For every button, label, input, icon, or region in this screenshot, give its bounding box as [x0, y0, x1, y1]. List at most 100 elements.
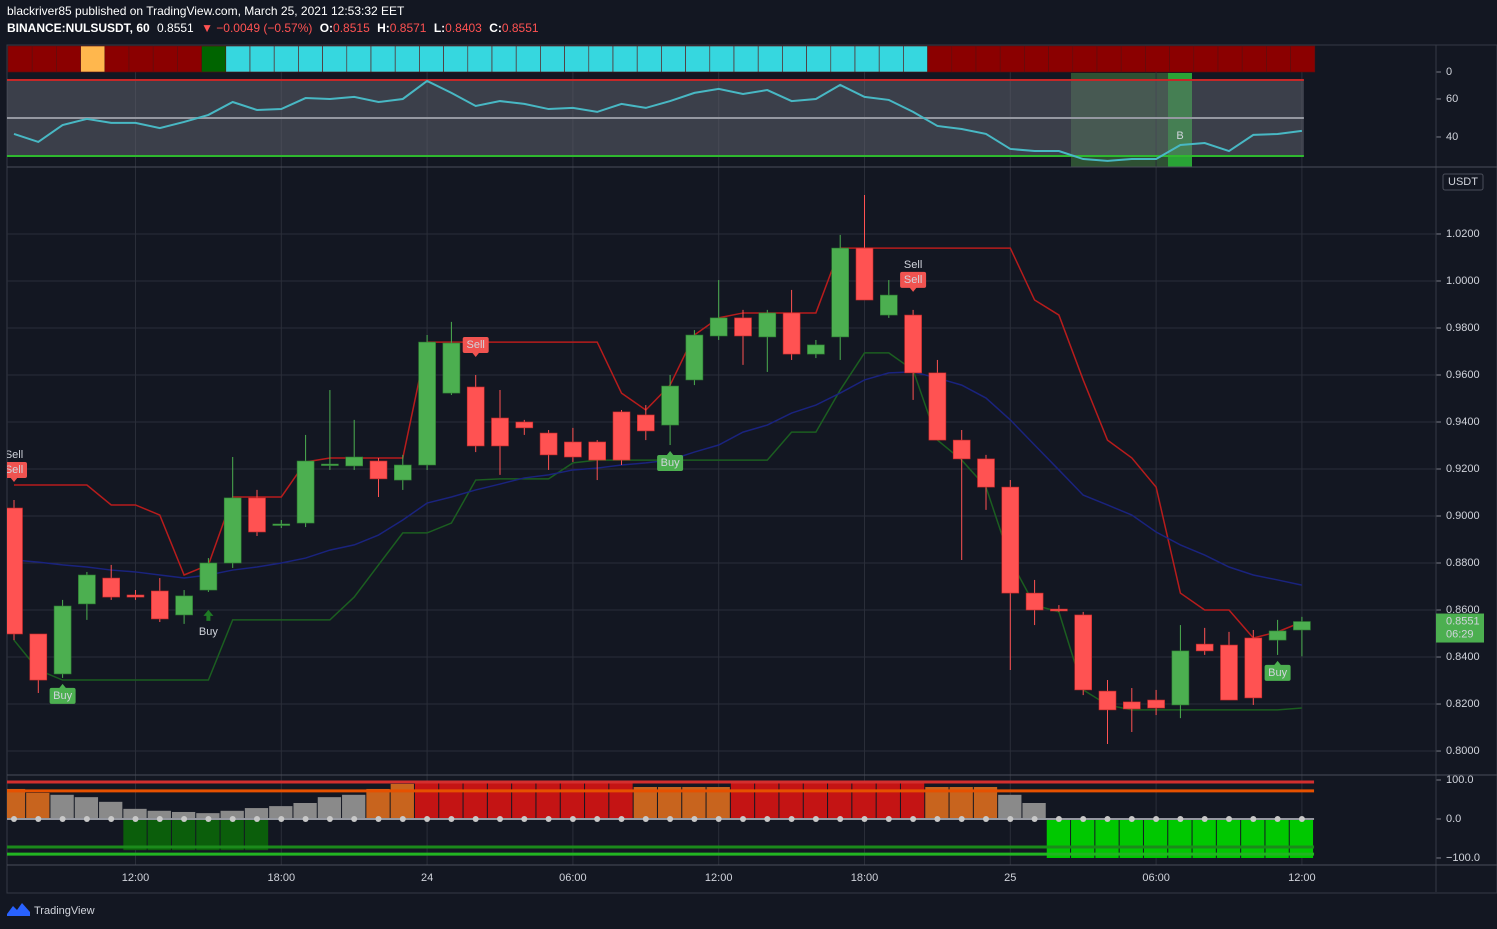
candle-body	[102, 577, 120, 598]
zero-dot	[861, 815, 868, 822]
strip-cell	[104, 45, 130, 73]
lower-bar	[220, 818, 244, 851]
strip-cell	[467, 45, 493, 73]
symbol: BINANCE:NULSUSDT, 60	[7, 21, 150, 35]
hist-bar	[609, 783, 633, 819]
signal-box	[49, 687, 76, 704]
lower-bar	[171, 818, 196, 851]
hist-bar	[536, 783, 560, 819]
strip-cell	[1266, 45, 1291, 73]
signal-text: Buy	[661, 457, 680, 469]
candle-body	[393, 464, 412, 481]
plot-area: B Sell Buy Sell Sell Buy Sell Buy Sell Buy	[7, 45, 1436, 865]
candle-body	[539, 432, 558, 456]
ghost-arrow	[203, 609, 214, 621]
signal-box	[462, 336, 489, 353]
hist-bar	[900, 783, 925, 819]
zero-dot	[132, 815, 139, 822]
zero-dot	[958, 815, 965, 822]
zero-dot	[497, 815, 503, 822]
hist-bar	[50, 794, 74, 819]
candle-body	[466, 386, 485, 447]
strip-cell	[540, 45, 565, 73]
zero-dot	[1031, 815, 1038, 822]
candle-body	[709, 317, 728, 337]
zero-dot	[764, 815, 771, 822]
candle-body	[1195, 643, 1214, 652]
strip-cell	[177, 45, 202, 73]
strip-cell	[1120, 45, 1146, 73]
hist-bar	[585, 783, 609, 819]
signal-pointer	[58, 683, 67, 689]
strip-cell	[564, 45, 590, 73]
candle-body	[248, 497, 266, 533]
zero-dot	[351, 815, 358, 822]
candle-body	[1074, 614, 1092, 691]
x-tick-label: 12:00	[122, 872, 150, 884]
hist-bar	[1168, 818, 1192, 858]
currency: USDT	[1448, 176, 1478, 188]
zero-dot	[229, 815, 236, 822]
signal-box	[7, 462, 27, 479]
zero-dot	[618, 815, 625, 822]
candle-body	[7, 507, 23, 635]
candle-body	[636, 414, 655, 432]
change: ▼ −0.0049 (−0.57%)	[201, 21, 312, 35]
signal-pointer	[10, 477, 18, 483]
hist-bar	[706, 787, 730, 819]
signal-pointer	[1273, 660, 1282, 666]
signal-label: B	[1176, 130, 1183, 142]
x-tick-label: 25	[1004, 872, 1016, 884]
zero-dot	[35, 815, 42, 822]
ohlc-value: 0.8571	[390, 21, 427, 35]
strip-cell	[1072, 45, 1098, 73]
hist-bar	[123, 808, 147, 819]
candle-body	[588, 441, 607, 461]
strip-cell	[636, 45, 662, 73]
signal-box	[1264, 664, 1291, 681]
y-tick-label: 0.8600	[1446, 604, 1480, 616]
zero-dot	[788, 815, 795, 822]
zero-dot	[472, 815, 479, 822]
signal-text: Sell	[467, 339, 485, 351]
price-tag-value: 0.8551	[1446, 615, 1480, 627]
candle-body	[1098, 690, 1117, 711]
candle-body	[1171, 650, 1190, 706]
candle-body	[78, 574, 96, 605]
candle-body	[855, 247, 874, 301]
hist-bar	[998, 794, 1022, 819]
candle-body	[199, 562, 218, 591]
y-tick-label: 0.9600	[1446, 369, 1480, 381]
hist-bar	[1241, 818, 1265, 858]
strip-cell	[31, 45, 57, 73]
candle-body	[612, 411, 631, 461]
zero-dot	[1250, 815, 1257, 822]
hist-bar	[147, 810, 171, 819]
zero-dot	[740, 815, 746, 822]
candle-body	[491, 417, 509, 447]
strip-cell	[7, 45, 33, 73]
zero-dot	[108, 815, 115, 822]
zero-dot	[934, 815, 941, 822]
zero-dot	[254, 815, 260, 822]
hist-bar	[1143, 818, 1168, 858]
ohlc-label: L:	[434, 21, 445, 35]
hist-bar	[171, 811, 196, 819]
candle-body	[321, 463, 339, 466]
candle-body	[53, 605, 72, 675]
candle-body	[928, 372, 947, 441]
strip-cell	[225, 45, 251, 73]
x-tick-label: 24	[421, 872, 433, 884]
zero-dot	[11, 815, 17, 822]
strip-cell	[1096, 45, 1122, 73]
hist-bar	[852, 783, 876, 819]
x-tick-label: 18:00	[851, 872, 879, 884]
zero-dot	[910, 815, 917, 822]
zero-dot	[715, 815, 722, 822]
hist-bar	[876, 783, 900, 819]
hist-bar	[317, 797, 342, 819]
hist-bar	[925, 787, 949, 819]
hist-bar	[366, 788, 390, 819]
x-tick-label: 06:00	[559, 872, 587, 884]
